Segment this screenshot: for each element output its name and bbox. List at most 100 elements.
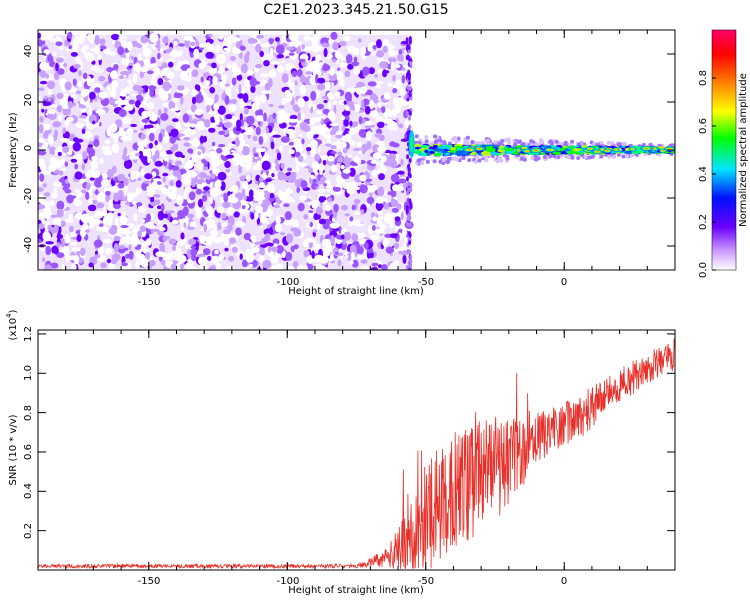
noise-speck [299, 162, 308, 168]
noise-speck [330, 31, 338, 40]
signal-halo-speck [414, 134, 419, 139]
noise-speck [260, 212, 269, 218]
noise-speck [311, 199, 318, 209]
signal-halo-speck [465, 135, 470, 140]
noise-speck [55, 62, 59, 72]
noise-speck [98, 75, 106, 82]
noise-speck [199, 135, 205, 144]
signal-halo-speck [616, 152, 621, 157]
noise-speck [162, 135, 170, 143]
noise-speck [197, 198, 204, 208]
signal-core-speck [469, 152, 476, 156]
signal-peak-blob [640, 146, 653, 151]
noise-speck [96, 54, 102, 61]
noise-speck [280, 136, 290, 143]
signal-halo-speck [480, 140, 485, 145]
noise-speck [323, 133, 332, 140]
noise-speck [261, 160, 271, 171]
noise-speck [198, 172, 208, 179]
noise-speck [191, 96, 197, 105]
noise-speck [203, 186, 210, 191]
noise-speck [92, 120, 96, 125]
noise-speck [209, 265, 217, 270]
noise-speck [77, 36, 85, 43]
noise-speck [149, 132, 155, 142]
noise-speck [94, 87, 101, 93]
noise-speck [238, 51, 243, 59]
noise-speck [118, 245, 126, 250]
noise-speck [150, 76, 158, 86]
noise-speck [137, 204, 147, 213]
noise-speck [285, 233, 294, 244]
noise-speck [191, 69, 199, 78]
noise-speck [378, 264, 382, 269]
noise-speck [88, 262, 94, 268]
noise-speck [39, 70, 47, 79]
noise-speck [254, 43, 262, 53]
noise-speck [170, 128, 179, 138]
noise-speck [305, 65, 315, 71]
noise-speck [142, 100, 148, 108]
noise-speck [154, 160, 164, 167]
noise-speck [160, 203, 165, 212]
noise-speck [168, 175, 176, 180]
signal-halo-speck [576, 156, 581, 160]
noise-speck [216, 148, 223, 154]
signal-halo-speck [548, 154, 553, 158]
signal-halo-speck [612, 154, 617, 159]
noise-speck [323, 183, 328, 187]
noise-speck [236, 119, 242, 129]
noise-speck [361, 46, 367, 55]
signal-halo-speck [566, 155, 571, 160]
signal-halo-speck [505, 156, 510, 161]
noise-speck [259, 94, 267, 103]
noise-speck [38, 204, 46, 210]
noise-speck [228, 104, 237, 112]
noise-speck [169, 108, 180, 112]
noise-speck [188, 191, 196, 201]
noise-speck [80, 108, 87, 113]
noise-speck [47, 224, 53, 231]
noise-speck [204, 119, 211, 128]
noise-speck [358, 129, 365, 137]
noise-speck [360, 259, 368, 264]
noise-speck [341, 234, 345, 240]
noise-speck [359, 240, 365, 245]
noise-speck [189, 129, 196, 136]
noise-speck [202, 85, 208, 89]
noise-speck [38, 158, 46, 168]
noise-speck [323, 99, 328, 104]
signal-halo-speck [507, 140, 512, 145]
noise-speck [171, 244, 177, 252]
signal-halo-speck [424, 135, 429, 140]
signal-halo-speck [438, 138, 443, 143]
noise-speck [122, 119, 129, 124]
noise-speck [207, 218, 216, 227]
noise-speck [270, 141, 275, 150]
noise-speck [175, 195, 184, 206]
noise-speck [42, 231, 51, 241]
noise-speck [186, 128, 191, 136]
snr-series-line [38, 338, 675, 570]
noise-speck [90, 148, 96, 157]
noise-speck [56, 208, 64, 218]
signal-halo-speck [563, 140, 568, 145]
noise-speck [149, 201, 157, 206]
snr-y-label: SNR (10 * v/v) [8, 414, 19, 485]
signal-core-speck [631, 150, 640, 155]
snr-panel: -150 -100 -50 0 Height of straight line … [5, 309, 676, 596]
signal-halo-speck [513, 142, 518, 146]
signal-halo-speck [530, 156, 535, 160]
noise-speck [65, 252, 70, 263]
noise-speck [216, 58, 221, 64]
noise-speck [58, 249, 66, 254]
noise-speck [333, 186, 341, 192]
noise-speck [342, 124, 346, 132]
noise-speck [223, 121, 232, 129]
noise-speck [80, 189, 87, 194]
noise-speck [74, 171, 83, 180]
signal-core-speck [417, 152, 424, 156]
noise-speck [198, 43, 206, 48]
noise-speck [233, 156, 244, 165]
noise-speck [239, 98, 244, 105]
